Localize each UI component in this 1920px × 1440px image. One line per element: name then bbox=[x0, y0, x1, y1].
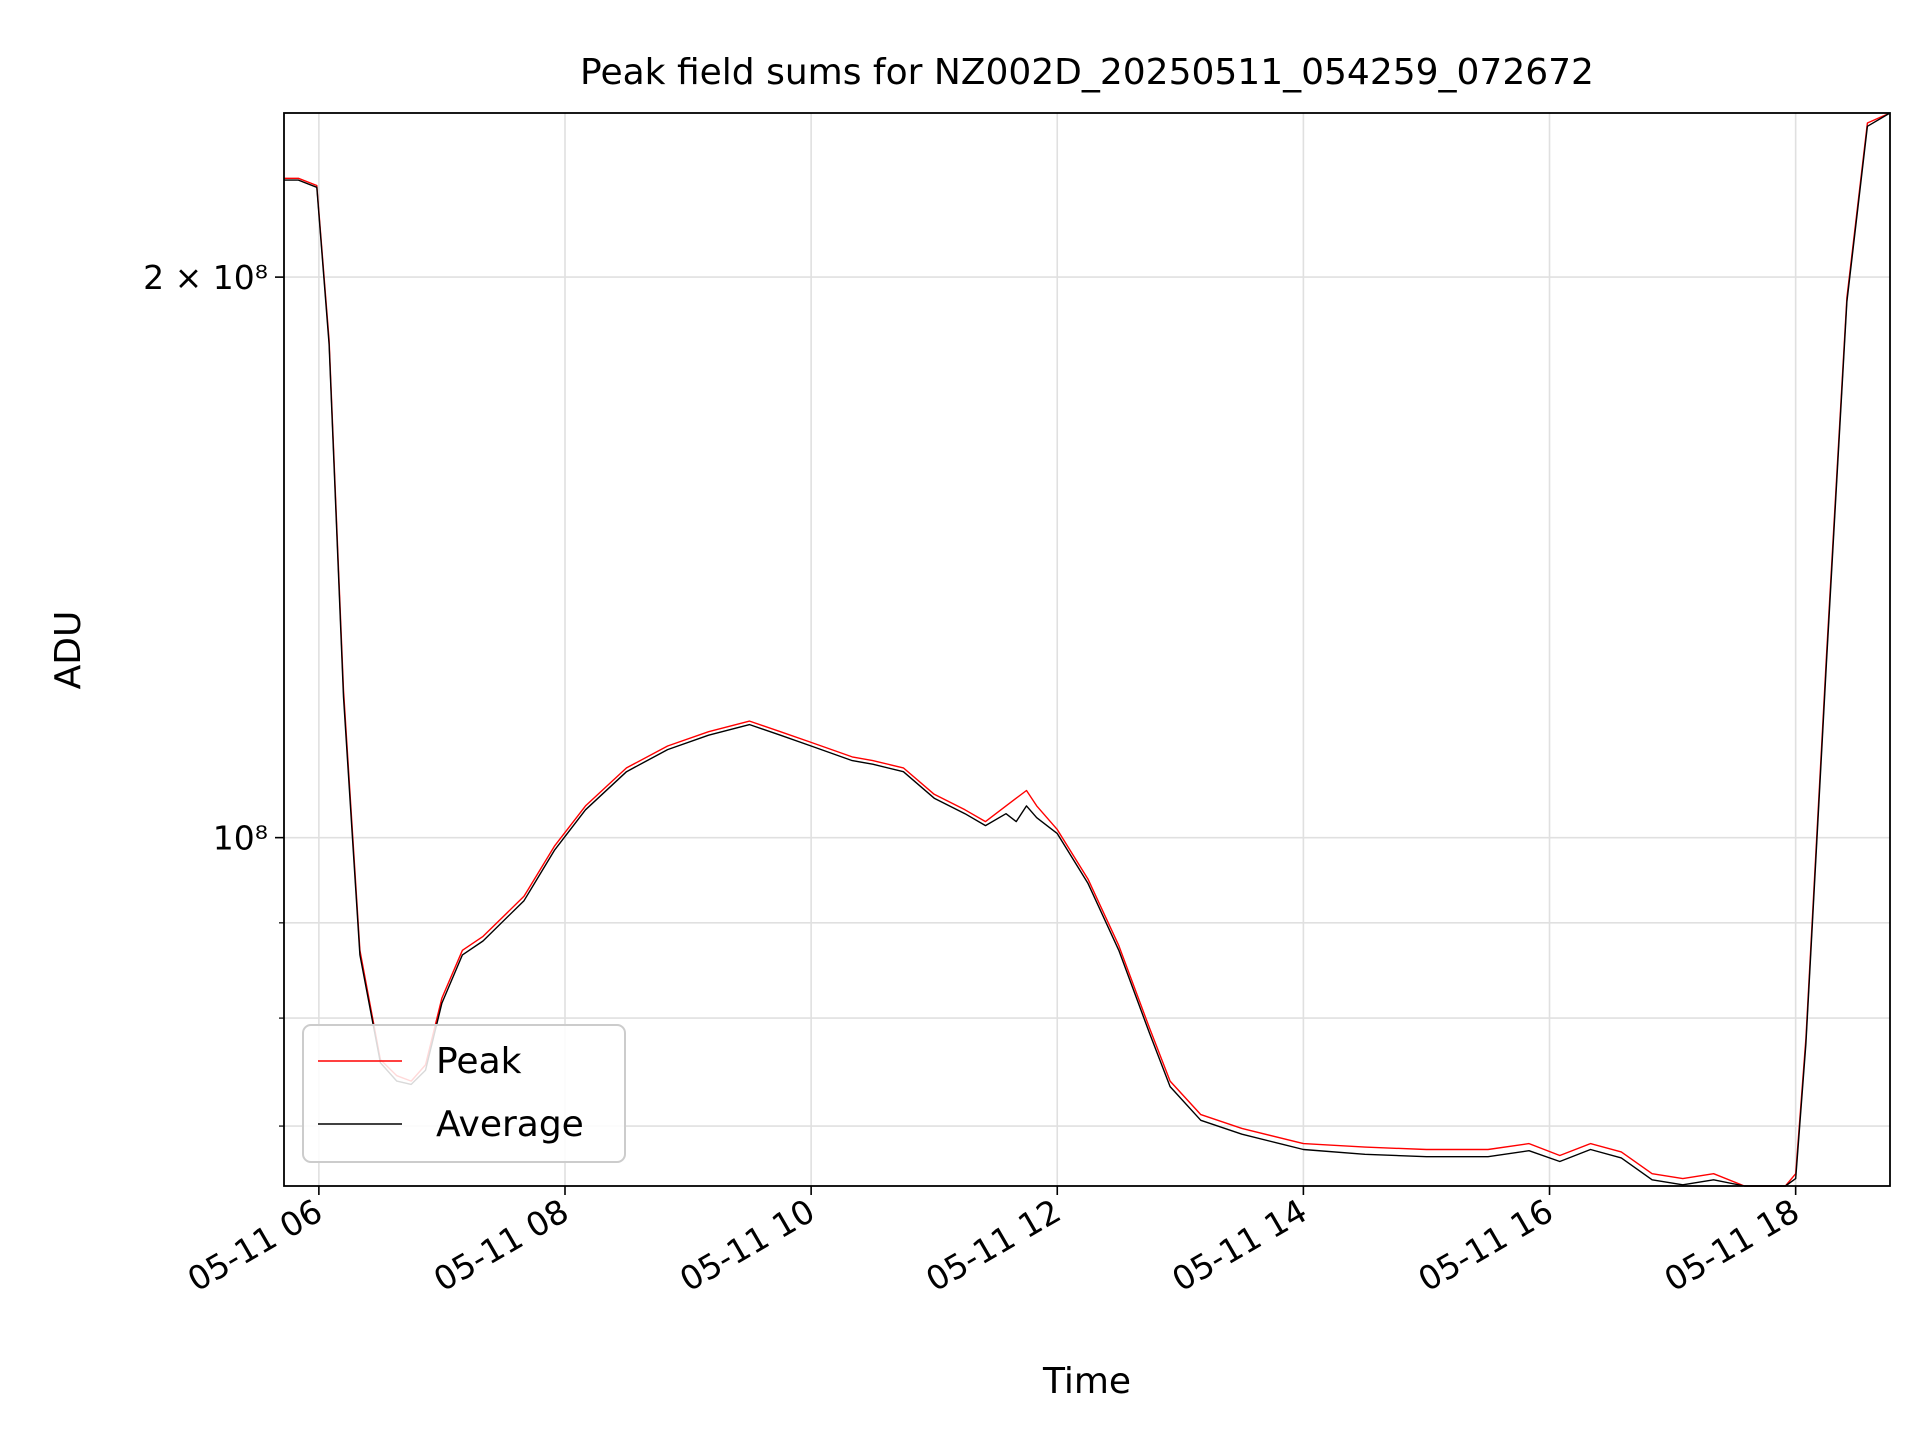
grid bbox=[284, 113, 1890, 1186]
legend: Peak Average bbox=[302, 1024, 626, 1163]
y-tick-label: 10⁸ bbox=[213, 819, 268, 858]
legend-label-peak: Peak bbox=[436, 1041, 522, 1082]
legend-label-average: Average bbox=[436, 1104, 584, 1145]
series-line-peak bbox=[284, 112, 1891, 1187]
plot-area-frame bbox=[283, 112, 1891, 1187]
x-axis-label: Time bbox=[1042, 1361, 1131, 1402]
legend-box bbox=[302, 1024, 626, 1163]
y-tick-label: 2 × 10⁸ bbox=[143, 258, 268, 297]
chart-title: Peak field sums for NZ002D_20250511_0542… bbox=[580, 52, 1594, 93]
y-axis-label: ADU bbox=[48, 611, 89, 690]
y-axis-ticks: 2 × 10⁸ 10⁸ bbox=[143, 258, 284, 1127]
